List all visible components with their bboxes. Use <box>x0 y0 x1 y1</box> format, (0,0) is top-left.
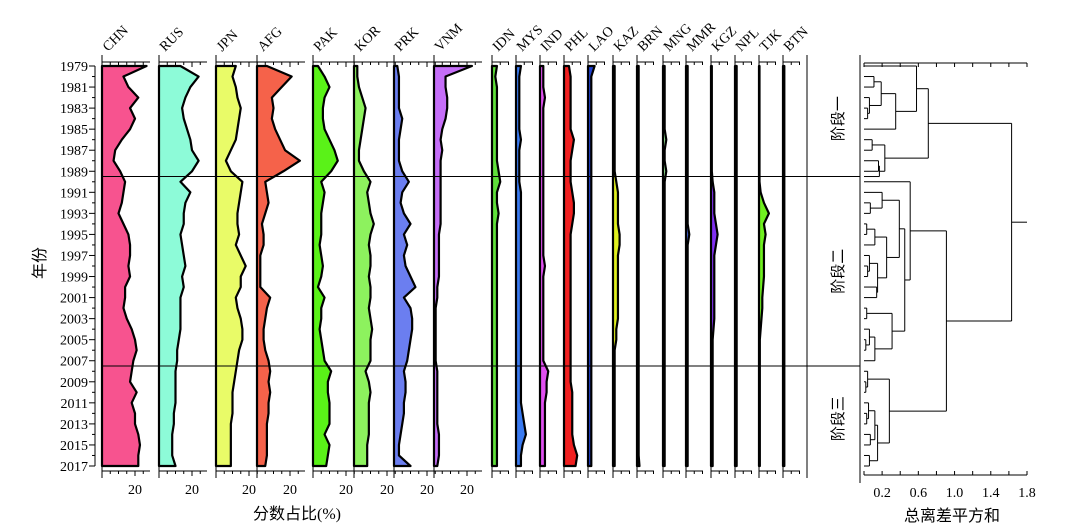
year-tick-label: 1991 <box>60 186 88 201</box>
y-axis-title: 年份 <box>31 247 49 279</box>
area-kaz <box>611 64 621 468</box>
panel-label: KAZ <box>611 24 642 55</box>
area-jpn <box>214 64 247 468</box>
area-pak <box>311 64 339 468</box>
area-afg <box>255 64 301 468</box>
dendrogram-tick-label: 1.8 <box>1018 486 1036 501</box>
panel-label: IDN <box>490 27 518 55</box>
year-tick-label: 2005 <box>60 334 88 349</box>
panel-label: PAK <box>311 25 341 55</box>
x-tick-label: 20 <box>185 483 199 498</box>
panel-label: BRN <box>635 24 666 55</box>
year-tick-label: 2011 <box>61 397 88 412</box>
dendrogram: 0.2 0.6 1.0 1.4 1.8 <box>859 55 1036 501</box>
year-tick-label: 1997 <box>60 249 88 264</box>
area-lao <box>586 64 596 468</box>
panel-tjk: TJK <box>757 27 785 478</box>
area-brn <box>635 64 641 468</box>
area-phl <box>562 64 579 468</box>
year-tick-label: 1993 <box>60 207 88 222</box>
panel-label: TJK <box>757 27 785 55</box>
year-tick-label: 1989 <box>60 165 88 180</box>
year-tick-label: 1995 <box>60 228 88 243</box>
area-idn <box>490 64 502 468</box>
panel-label: PRK <box>392 25 422 55</box>
x-tick-label: 20 <box>420 483 434 498</box>
area-rus <box>157 64 200 468</box>
panel-vnm: VNM 20 <box>432 21 482 498</box>
panel-idn: IDN <box>490 27 518 478</box>
x-tick-label: 20 <box>128 483 142 498</box>
panel-ind: IND <box>538 27 566 478</box>
panel-afg: AFG 20 <box>255 24 305 498</box>
panel-brn: BRN <box>635 24 666 478</box>
dendrogram-axis-title: 总离差平方和 <box>904 507 1000 525</box>
panel-label: BTN <box>781 24 811 54</box>
year-tick-label: 1983 <box>60 102 88 117</box>
area-btn <box>781 64 786 468</box>
year-tick-label: 1987 <box>60 144 88 159</box>
country-panels: CHN 20 RUS 20 JPN 20 AFG 20 PAK 20 KOR 20 PRK 20 VNM 20… <box>100 20 811 498</box>
year-tick-label: 1979 <box>60 60 88 75</box>
year-tick-label: 2007 <box>60 355 88 370</box>
area-chn <box>100 64 148 468</box>
panel-label: JPN <box>214 28 241 55</box>
year-axis: 1979 1981 1983 1985 1987 1989 1991 1993 1995 1997… <box>60 60 96 475</box>
area-kor <box>352 64 375 468</box>
panel-label: KOR <box>352 23 384 55</box>
area-kgz <box>709 64 719 468</box>
panel-label: LAO <box>586 24 617 55</box>
area-npl <box>733 64 738 468</box>
year-tick-label: 1985 <box>60 123 88 138</box>
stage-label: 阶段二 <box>830 249 847 294</box>
year-tick-label: 2015 <box>60 439 88 454</box>
year-tick-label: 2009 <box>60 376 88 391</box>
panel-rus: RUS 20 <box>157 25 207 498</box>
area-ind <box>538 64 550 468</box>
year-tick-label: 1981 <box>60 81 88 96</box>
area-mys <box>514 64 528 468</box>
area-prk <box>392 64 417 468</box>
year-tick-label: 2017 <box>60 460 88 475</box>
stage-label: 阶段一 <box>830 96 847 141</box>
panel-label: CHN <box>100 23 132 55</box>
area-mmr <box>684 64 691 468</box>
x-tick-label: 20 <box>460 483 474 498</box>
panel-label: PHL <box>562 26 591 55</box>
x-tick-label: 20 <box>339 483 353 498</box>
dendrogram-tick-label: 1.4 <box>982 486 1000 501</box>
x-axis-title: 分数占比(%) <box>253 505 341 523</box>
year-tick-label: 1999 <box>60 271 88 286</box>
panel-chn: CHN 20 <box>100 23 150 498</box>
panel-label: RUS <box>157 25 187 55</box>
year-tick-label: 2013 <box>60 418 88 433</box>
dendrogram-tick-label: 0.2 <box>873 486 891 501</box>
x-tick-label: 20 <box>380 483 394 498</box>
area-vnm <box>432 64 474 468</box>
x-tick-label: 20 <box>283 483 297 498</box>
area-mng <box>661 64 668 468</box>
stage-label: 阶段三 <box>830 396 847 441</box>
dendrogram-tick-label: 0.6 <box>910 486 928 501</box>
panel-label: MYS <box>514 23 546 55</box>
x-tick-label: 20 <box>242 483 256 498</box>
year-tick-label: 2001 <box>60 292 88 307</box>
panel-label: NPL <box>733 26 762 55</box>
dendrogram-tick-label: 1.0 <box>946 486 964 501</box>
area-tjk <box>757 64 771 468</box>
panel-label: VNM <box>432 21 466 55</box>
panel-mng: MNG <box>661 21 695 478</box>
year-tick-label: 2003 <box>60 313 88 328</box>
panel-label: AFG <box>255 24 285 54</box>
